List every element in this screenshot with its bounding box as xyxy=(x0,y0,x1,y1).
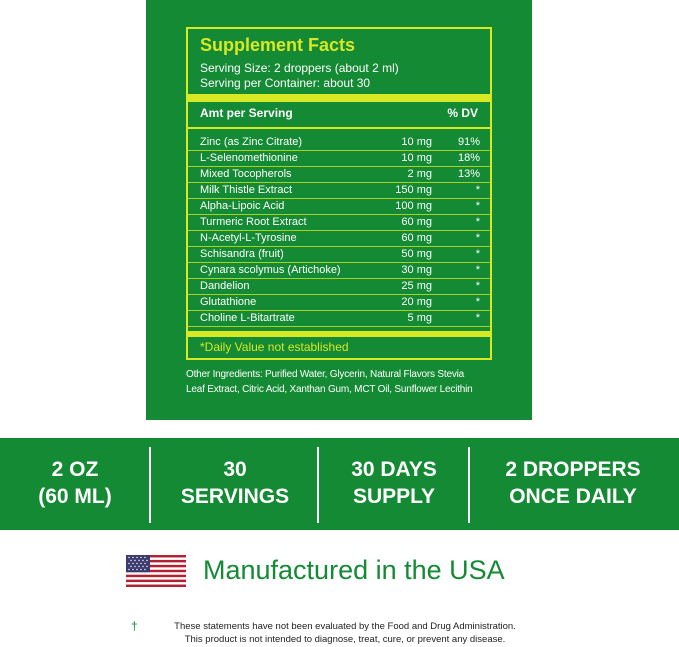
supplement-facts-box: Supplement Facts Serving Size: 2 dropper… xyxy=(186,27,492,360)
nutrient-amount: 30 mg xyxy=(401,264,432,276)
daily-value-header: % DV xyxy=(447,106,478,120)
facts-row: Dandelion 25 mg * xyxy=(188,279,490,295)
product-info-panel xyxy=(146,0,532,420)
facts-row: Zinc (as Zinc Citrate) 10 mg 91% xyxy=(188,135,490,151)
nutrient-dv: * xyxy=(475,184,480,196)
stat-divider xyxy=(149,447,151,523)
stat-line-2: SERVINGS xyxy=(180,485,290,508)
nutrient-dv: * xyxy=(475,296,480,308)
nutrient-dv: 18% xyxy=(457,152,480,164)
stat-divider xyxy=(468,447,470,523)
facts-bottom-rule xyxy=(188,331,490,337)
stat-servings: 30 SERVINGS xyxy=(160,456,310,510)
nutrient-name: Choline L-Bitartrate xyxy=(200,312,295,324)
nutrient-name: Dandelion xyxy=(200,280,250,292)
nutrient-dv: * xyxy=(475,248,480,260)
nutrient-dv: * xyxy=(475,232,480,244)
nutrient-amount: 50 mg xyxy=(401,248,432,260)
serving-size: Serving Size: 2 droppers (about 2 ml) xyxy=(200,61,399,75)
facts-row: Cynara scolymus (Artichoke) 30 mg * xyxy=(188,263,490,279)
amount-per-serving-header: Amt per Serving xyxy=(200,106,293,120)
nutrient-amount: 10 mg xyxy=(401,152,432,164)
nutrient-name: Alpha-Lipoic Acid xyxy=(200,200,285,212)
nutrient-dv: * xyxy=(475,216,480,228)
stat-line-1: 2 OZ xyxy=(51,458,99,481)
nutrient-amount: 100 mg xyxy=(395,200,432,212)
facts-row: L-Selenomethionine 10 mg 18% xyxy=(188,151,490,167)
nutrient-dv: * xyxy=(475,264,480,276)
stat-divider xyxy=(317,447,319,523)
facts-row: N-Acetyl-L-Tyrosine 60 mg * xyxy=(188,231,490,247)
facts-row: Alpha-Lipoic Acid 100 mg * xyxy=(188,199,490,215)
stat-dosage: 2 DROPPERS ONCE DAILY xyxy=(478,456,668,510)
nutrient-amount: 5 mg xyxy=(407,312,432,324)
facts-row: Schisandra (fruit) 50 mg * xyxy=(188,247,490,263)
other-ingredients-line-1: Other Ingredients: Purified Water, Glyce… xyxy=(186,369,465,380)
stat-volume: 2 OZ (60 ML) xyxy=(10,456,140,510)
facts-row: Glutathione 20 mg * xyxy=(188,295,490,311)
stat-supply: 30 DAYS SUPPLY xyxy=(326,456,462,510)
facts-thick-rule xyxy=(188,94,490,102)
nutrient-dv: 13% xyxy=(457,168,480,180)
other-ingredients-line-2: Leaf Extract, Citric Acid, Xanthan Gum, … xyxy=(186,384,473,395)
nutrient-amount: 150 mg xyxy=(395,184,432,196)
nutrient-dv: * xyxy=(475,200,480,212)
nutrient-dv: 91% xyxy=(457,136,480,148)
disclaimer-line-1: These statements have not been evaluated… xyxy=(174,621,516,632)
nutrient-dv: * xyxy=(475,280,480,292)
disclaimer-line-2: This product is not intended to diagnose… xyxy=(184,634,506,645)
nutrient-name: N-Acetyl-L-Tyrosine xyxy=(200,232,297,244)
nutrient-dv: * xyxy=(475,312,480,324)
nutrient-amount: 20 mg xyxy=(401,296,432,308)
manufactured-in-usa: Manufactured in the USA xyxy=(203,555,505,585)
facts-header-rule xyxy=(188,127,490,129)
nutrient-name: Milk Thistle Extract xyxy=(200,184,293,196)
facts-row: Turmeric Root Extract 60 mg * xyxy=(188,215,490,231)
servings-per-container: Serving per Container: about 30 xyxy=(200,76,371,90)
nutrient-amount: 10 mg xyxy=(401,136,432,148)
nutrient-name: Glutathione xyxy=(200,296,257,308)
fda-disclaimer: These statements have not been evaluated… xyxy=(145,620,545,646)
nutrient-name: Turmeric Root Extract xyxy=(200,216,307,228)
supplement-facts-title: Supplement Facts xyxy=(200,35,356,55)
nutrient-amount: 60 mg xyxy=(401,232,432,244)
stat-line-1: 30 xyxy=(223,458,247,481)
facts-rows: Zinc (as Zinc Citrate) 10 mg 91% L-Selenom… xyxy=(188,135,490,327)
nutrient-name: Schisandra (fruit) xyxy=(200,248,284,260)
nutrient-name: Cynara scolymus (Artichoke) xyxy=(200,264,341,276)
nutrient-amount: 60 mg xyxy=(401,216,432,228)
stat-line-1: 30 DAYS xyxy=(351,458,437,481)
daily-value-footnote: *Daily Value not established xyxy=(200,340,349,354)
nutrient-amount: 25 mg xyxy=(401,280,432,292)
dagger-symbol: † xyxy=(131,619,138,633)
product-stats-band: 2 OZ (60 ML) 30 SERVINGS 30 DAYS SUPPLY … xyxy=(0,438,679,530)
nutrient-name: Zinc (as Zinc Citrate) xyxy=(200,136,303,148)
stat-line-2: (60 ML) xyxy=(38,485,112,508)
nutrient-name: Mixed Tocopherols xyxy=(200,168,292,180)
stat-line-1: 2 DROPPERS xyxy=(505,458,641,481)
nutrient-amount: 2 mg xyxy=(407,168,432,180)
facts-row: Mixed Tocopherols 2 mg 13% xyxy=(188,167,490,183)
us-flag-icon xyxy=(126,555,186,587)
facts-row: Choline L-Bitartrate 5 mg * xyxy=(188,311,490,327)
facts-row: Milk Thistle Extract 150 mg * xyxy=(188,183,490,199)
stat-line-2: ONCE DAILY xyxy=(509,485,637,508)
nutrient-name: L-Selenomethionine xyxy=(200,152,298,164)
stat-line-2: SUPPLY xyxy=(352,485,436,508)
other-ingredients: Other Ingredients: Purified Water, Glyce… xyxy=(186,367,496,397)
